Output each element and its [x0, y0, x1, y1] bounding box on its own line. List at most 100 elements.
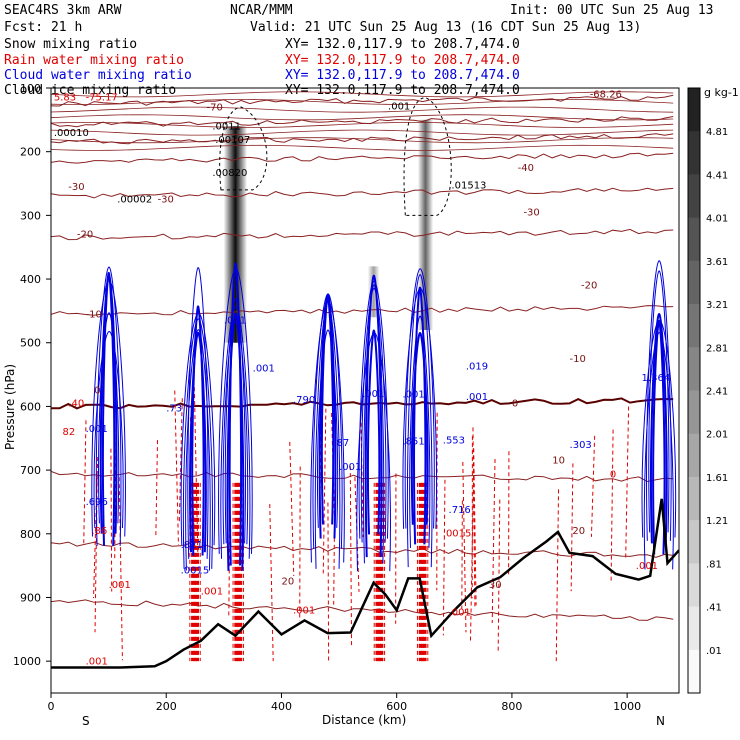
- rain-contour-33: [118, 477, 123, 661]
- colorbar-level-label-1: 4.41: [706, 170, 728, 181]
- contour-label-26: 82: [63, 427, 76, 438]
- x-end-label-north: N: [656, 714, 665, 728]
- cloud-water-contour-5-3: [406, 274, 433, 568]
- colorbar-swatch-5: [688, 304, 700, 348]
- y-tick-label-2: 300: [20, 209, 41, 222]
- cloud-water-contour-5-2: [409, 315, 431, 548]
- colorbar-swatch-1: [688, 131, 700, 175]
- contour-label-33: .001: [201, 586, 223, 597]
- cloud-water-contour-5-4: [404, 268, 435, 529]
- cloud-water-contour-3-2: [317, 329, 339, 528]
- x-tick-label-2: 400: [271, 700, 292, 713]
- cloud-ice-contour-1: [403, 97, 452, 216]
- field-cloud-ice-name: Cloud ice mixing ratio: [4, 83, 177, 98]
- cloud-water-contour-2-4: [220, 306, 251, 559]
- cloud-water-contour-0-3: [95, 266, 122, 546]
- snow-column-2: [367, 266, 380, 318]
- rain-contour-6: [349, 466, 353, 647]
- colorbar-swatch-3: [688, 217, 700, 262]
- rain-contour-13: [491, 459, 496, 623]
- contour-label-49: .303: [570, 440, 592, 451]
- colorbar-level-label-2: 4.01: [706, 214, 728, 225]
- org-label: NCAR/MMM: [230, 3, 293, 18]
- rain-contour-15: [472, 427, 476, 609]
- cloud-water-contour-0-0: [101, 272, 116, 546]
- contour-label-7: .0011: [212, 121, 241, 132]
- contour-label-16: -40: [518, 163, 534, 174]
- colorbar-swatch-10: [688, 520, 700, 564]
- stratosphere-contour-3: [51, 114, 674, 121]
- colorbar-swatch-6: [688, 347, 700, 391]
- contour-label-1: -75.17: [86, 93, 118, 104]
- rain-contour-8: [469, 468, 475, 643]
- contour-label-8: .00820: [212, 168, 247, 179]
- colorbar-frame: [687, 87, 701, 694]
- contour-label-54: .001: [109, 580, 131, 591]
- rain-contour-0: [155, 440, 158, 539]
- contour-label-6: .00107: [215, 135, 250, 146]
- rain-contour-34: [174, 390, 179, 546]
- contour-label-46: .001: [449, 607, 471, 618]
- rain-contour-37: [94, 475, 98, 633]
- x-tick-label-0: 0: [48, 700, 55, 713]
- field-rain-name: Rain water mixing ratio: [4, 53, 185, 68]
- temperature-contour-m30: [51, 187, 674, 199]
- rain-contour-28: [462, 462, 467, 633]
- colorbar-swatch-13: [688, 649, 700, 694]
- y-tick-label-8: 900: [20, 591, 41, 604]
- contour-label-9: .001: [388, 102, 410, 113]
- contour-label-43: .553: [443, 435, 465, 446]
- cloud-water-contour-3-4: [312, 293, 343, 549]
- cloud-water-contour-0-1: [99, 274, 118, 534]
- stratosphere-contour-7: [51, 144, 674, 151]
- cloud-water-contour-6-4: [643, 332, 674, 570]
- contour-label-18: -20: [581, 281, 597, 292]
- contour-label-24: 20: [281, 577, 294, 588]
- temperature-contour-20: [51, 541, 674, 558]
- y-tick-label-4: 500: [20, 337, 41, 350]
- contour-label-53: .001: [86, 656, 108, 667]
- contour-label-52: 1.364: [642, 373, 671, 384]
- colorbar-level-label-0: 4.81: [706, 127, 728, 138]
- cloud-water-contour-4-0: [366, 329, 381, 535]
- cloud-water-contour-1-0: [191, 305, 205, 556]
- cloud-water-contour-5-0: [413, 286, 427, 545]
- contour-label-3: -68.26: [590, 90, 622, 101]
- y-tick-label-5: 600: [20, 400, 41, 413]
- field-cloud-water-xy: XY= 132.0,117.9 to 208.7,474.0: [285, 68, 520, 83]
- contour-label-2: -70: [207, 102, 223, 113]
- contour-label-13: -20: [77, 230, 93, 241]
- field-snow-xy: XY= 132.0,117.9 to 208.7,474.0: [285, 37, 520, 52]
- contour-label-11: -30: [68, 182, 84, 193]
- y-tick-label-0: 100: [20, 82, 41, 95]
- contour-label-22: 0: [512, 398, 518, 409]
- contour-label-47: .019: [466, 361, 488, 372]
- terrain-line: [51, 498, 679, 669]
- x-tick-label-3: 600: [386, 700, 407, 713]
- y-tick-label-1: 200: [20, 146, 41, 159]
- rain-contour-9: [610, 429, 614, 582]
- contour-label-37: .790: [293, 395, 315, 406]
- colorbar-swatch-2: [688, 174, 700, 219]
- field-snow-name: Snow mixing ratio: [4, 37, 138, 52]
- contour-label-10: .01513: [451, 181, 486, 192]
- stratosphere-contour-5: [51, 129, 674, 136]
- colorbar-level-label-3: 3.61: [706, 257, 728, 268]
- stratosphere-contour-2: [51, 106, 674, 113]
- cloud-water-contour-0-5: [91, 280, 126, 537]
- y-tick-label-6: 700: [20, 464, 41, 477]
- rain-contour-1: [360, 422, 364, 537]
- colorbar-level-label-11: .41: [706, 603, 722, 614]
- model-title: SEAC4RS 3km ARW: [4, 3, 122, 18]
- init-time: Init: 00 UTC Sun 25 Aug 13: [510, 3, 714, 18]
- rain-contour-5: [555, 489, 560, 662]
- temperature-contour-10: [51, 470, 674, 483]
- rain-contour-10: [590, 435, 596, 537]
- x-tick-label-1: 200: [156, 700, 177, 713]
- field-cloud-water-name: Cloud water mixing ratio: [4, 68, 192, 83]
- colorbar-swatch-11: [688, 563, 700, 608]
- cloud-ice-contour-0: [219, 106, 268, 191]
- valid-time: Valid: 21 UTC Sun 25 Aug 13 (16 CDT Sun …: [250, 20, 642, 35]
- cloud-water-contour-5-5: [402, 288, 437, 529]
- cloud-water-contour-1-3: [185, 329, 211, 571]
